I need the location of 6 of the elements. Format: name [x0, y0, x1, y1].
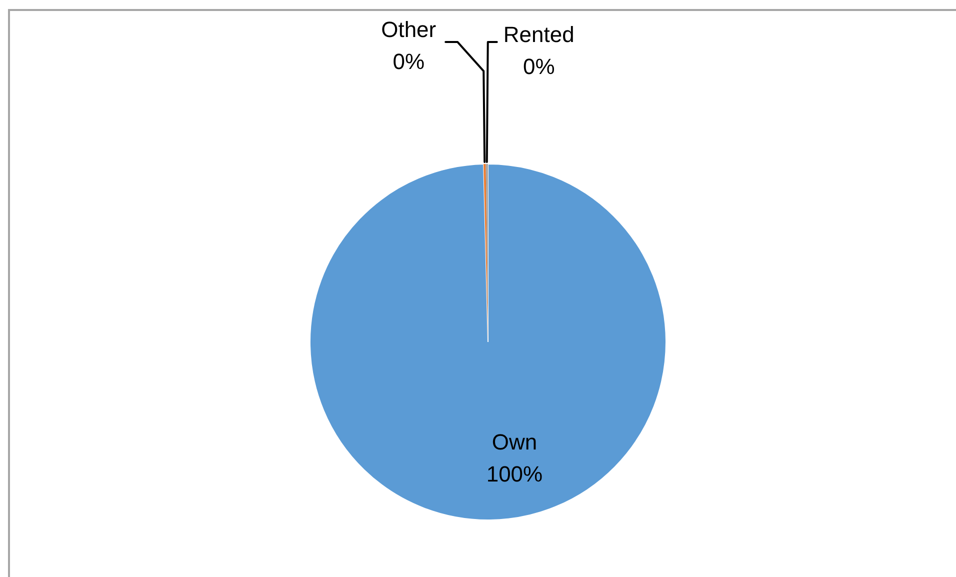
data-label: 100% — [486, 462, 543, 487]
slice-label: Other — [381, 17, 436, 42]
slice-label: Rented — [503, 22, 574, 48]
slice-label: Own — [492, 430, 538, 455]
data-label: 0% — [392, 49, 425, 74]
data-label: 0% — [522, 54, 555, 80]
